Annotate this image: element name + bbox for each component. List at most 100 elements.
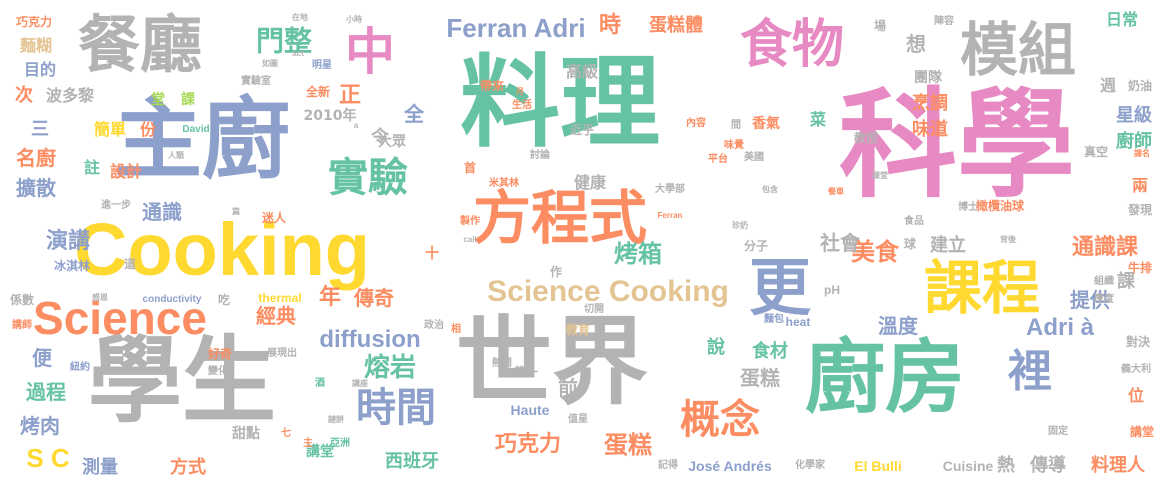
word-xiangqi: 香氣 [752, 116, 780, 132]
word-ling: 令 [371, 127, 389, 148]
word-zheng: 整 [280, 26, 313, 54]
word-shi: 時 [598, 13, 622, 38]
word-zhenkong: 真空 [1083, 145, 1109, 159]
word-zuzhi: 組織 [1094, 276, 1114, 287]
word-jian: 間 [731, 120, 741, 131]
word-a: a [353, 121, 359, 130]
word-kaoxiang: 烤箱 [614, 240, 662, 268]
word-taolun: 討論 [530, 150, 550, 161]
word-liaoli: 料理 [460, 44, 660, 161]
word-zhenrong: 陣容 [934, 16, 954, 27]
word-boshi: 博士 [958, 202, 978, 213]
word-2010: 2010年 [303, 108, 357, 124]
word-tongshike: 通識課 [1071, 235, 1139, 260]
word-mingxing: 明星 [312, 60, 332, 71]
word-mianbao: 麵包 [764, 314, 784, 325]
word-rongyan: 熔岩 [363, 353, 417, 383]
word-yidali: 義大利 [1121, 364, 1151, 375]
word-qiu: 球 [903, 237, 917, 251]
word-heat: heat [785, 315, 811, 329]
word-canting: 餐廳 [77, 8, 203, 81]
word-jianli: 建立 [930, 235, 966, 256]
word-niuyue: 紐約 [70, 362, 90, 373]
word-shenghuo: 生活 [512, 100, 532, 111]
word-dazhong: 大眾 [378, 134, 406, 150]
word-qi: 七 [281, 428, 291, 439]
word-xuesheng: 學生 [87, 327, 277, 436]
word-liaoliren: 料理人 [1091, 455, 1145, 476]
word-chushi: 廚師 [1116, 131, 1152, 152]
word-jingdian: 經典 [256, 304, 296, 328]
word-rutu: 如圖 [262, 59, 278, 68]
word-shuo: 說 [707, 337, 725, 358]
word-qiaokeli: 巧克力 [494, 432, 562, 457]
word-xiang: 相 [451, 324, 461, 335]
word-baohan: 包含 [762, 185, 778, 194]
word-shi-ten: 十 [425, 246, 439, 262]
word-shijian: 時間 [356, 385, 436, 431]
word-dao: 道 [123, 257, 137, 271]
word-shiwu: 食物 [739, 15, 845, 75]
word-fenzi: 分子 [743, 239, 769, 253]
word-shiyan: 實驗 [328, 155, 408, 201]
word-kexue: 科學 [838, 76, 1076, 214]
word-shiyanshi: 實驗室 [241, 76, 271, 87]
word-pingtai: 平台 [708, 154, 728, 165]
word-diyi: 第一 [513, 365, 539, 379]
word-act: act [292, 49, 304, 58]
word-niupai: 牛排 [1127, 261, 1153, 275]
word-shehui: 社會 [820, 231, 860, 255]
word-richang: 日常 [1105, 10, 1139, 29]
word-zhengzhi: 政治 [424, 320, 444, 331]
word-liang: 兩 [1131, 176, 1149, 195]
word-pengtiao: 烹調 [912, 93, 948, 114]
word-miren: 迷人 [261, 211, 287, 225]
word-kaorou: 烤肉 [20, 414, 60, 438]
word-zhu: 註 [83, 158, 101, 177]
word-jiangtang: 講堂 [306, 444, 334, 460]
word-tiandian: 甜點 [232, 426, 260, 442]
word-david: David [182, 124, 210, 135]
word-mudi: 目的 [23, 60, 57, 79]
word-wendu: 溫度 [878, 314, 918, 338]
word-xingji: 星級 [1116, 105, 1152, 126]
word-guding: 固定 [1048, 426, 1068, 437]
word-ph: pH [824, 283, 840, 297]
word-jiangshi: 講師 [12, 320, 32, 331]
word-bianhua: 變化 [208, 366, 228, 377]
word-ferran: Ferran [657, 211, 683, 220]
word-li: 裡 [1008, 346, 1052, 397]
word-mingchu: 名廚 [16, 146, 56, 170]
word-jiandan: 簡單 [93, 120, 127, 139]
word-tigong: 提供 [1070, 288, 1110, 312]
word-shipin: 食品 [904, 216, 924, 227]
word-jiangzuo: 講座 [352, 379, 368, 388]
word-zhong: 中 [345, 23, 395, 81]
word-nian: 年 [318, 285, 342, 310]
word-chufang: 廚房 [805, 331, 965, 424]
word-ke: 課 [181, 92, 195, 108]
word-xishu: 係數 [9, 293, 35, 307]
word-duijue: 對決 [1125, 335, 1151, 349]
word-miansu: 麵糊 [19, 36, 53, 55]
word-xiang: 想 [906, 32, 926, 56]
word-ferran-adri: Ferran Adri [446, 13, 586, 43]
word-haoqi: 好奇 [207, 347, 233, 361]
word-renlei: 人類 [168, 151, 184, 160]
word-fangshi: 方式 [170, 457, 206, 478]
word-yue: 月 [516, 87, 524, 96]
word-zhixing: 值星 [568, 414, 588, 425]
word-jiankang: 健康 [573, 173, 607, 192]
word-kuosan: 擴散 [16, 176, 56, 200]
word-gaoji: 高級 [565, 62, 599, 81]
word-quan: 全 [404, 102, 424, 126]
word-tongshi: 通識 [142, 200, 182, 224]
word-dangaoti: 蛋糕體 [649, 15, 703, 36]
word-bingqilin: 冰淇林 [53, 259, 91, 273]
word-adri-a: Adri à [1025, 314, 1095, 341]
word-yazhou: 亞洲 [330, 438, 350, 449]
word-weidao: 味道 [912, 119, 948, 140]
word-mozu: 模組 [959, 16, 1077, 84]
word-celiang: 測量 [82, 457, 118, 478]
